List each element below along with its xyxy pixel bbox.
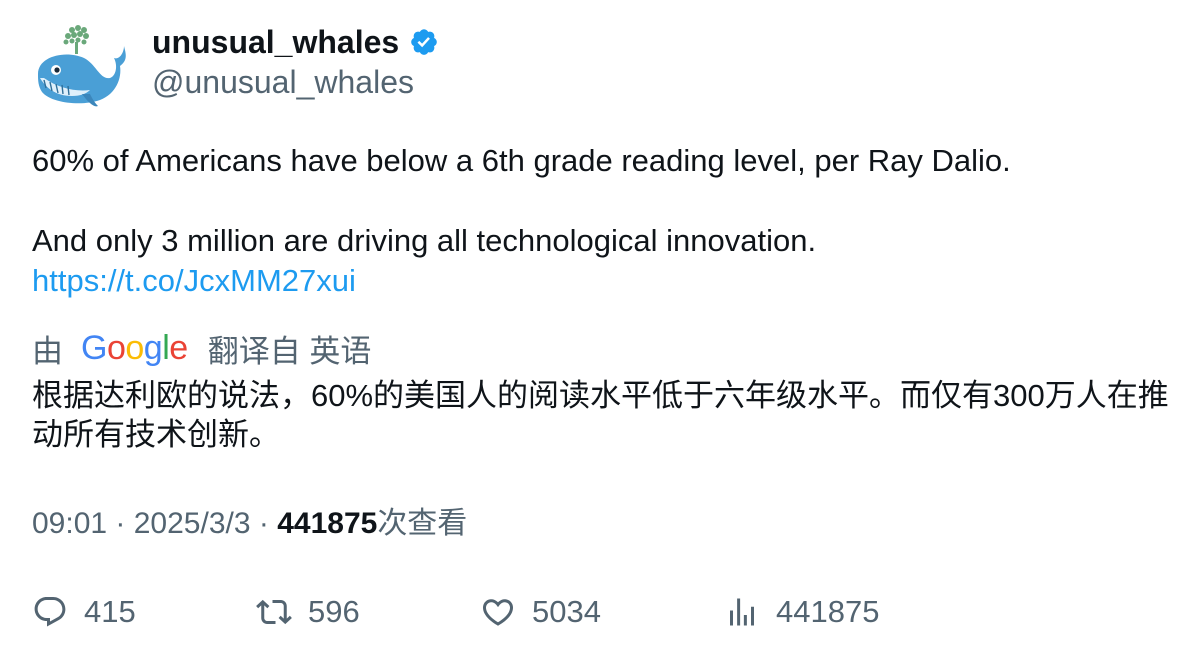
tweet-line-1: 60% of Americans have below a 6th grade … [32, 143, 1011, 178]
meta-separator: · [258, 507, 278, 540]
author-handle[interactable]: @unusual_whales [152, 64, 414, 100]
reply-icon [34, 597, 66, 627]
tweet-date[interactable]: 2025/3/3 [133, 507, 251, 540]
meta-separator: · [115, 507, 134, 540]
google-logo: Google [81, 329, 188, 367]
retweet-count: 596 [308, 594, 360, 629]
like-count: 5034 [532, 594, 601, 629]
author-display-name[interactable]: unusual_whales [152, 24, 400, 60]
whale-avatar-icon[interactable] [32, 22, 128, 118]
tweet-line-2: And only 3 million are driving all techn… [32, 223, 817, 258]
views-action-count: 441875 [776, 594, 880, 629]
action-bar: 415 596 5034 441875 [32, 590, 1172, 634]
retweet-button[interactable]: 596 [256, 590, 360, 634]
translated-text: 根据达利欧的说法，60%的美国人的阅读水平低于六年级水平。而仅有300万人在推动… [32, 378, 1169, 452]
views-count: 441875 [277, 507, 378, 540]
analytics-icon [730, 598, 754, 626]
translation-attribution[interactable]: 由 Google 翻译自 英语 [32, 328, 372, 369]
retweet-icon [256, 599, 292, 625]
translation-suffix: 翻译自 英语 [207, 333, 372, 369]
tweet-time[interactable]: 09:01 [32, 507, 108, 540]
translation-prefix: 由 [32, 333, 63, 369]
views-label: 次查看 [377, 507, 468, 540]
reply-button[interactable]: 415 [32, 590, 136, 634]
tweet-body: 60% of Americans have below a 6th grade … [32, 141, 1162, 301]
tweet-link[interactable]: https://t.co/JcxMM27xui [32, 263, 356, 298]
author-name-row: unusual_whales [152, 22, 439, 62]
paragraph-spacer [32, 181, 1162, 221]
verified-badge-icon[interactable] [409, 27, 439, 57]
views-button[interactable]: 441875 [724, 590, 879, 634]
heart-icon [482, 599, 514, 626]
reply-count: 415 [84, 594, 136, 629]
tweet-meta: 09:01 · 2025/3/3 · 441875次查看 [32, 504, 467, 544]
like-button[interactable]: 5034 [480, 590, 601, 634]
